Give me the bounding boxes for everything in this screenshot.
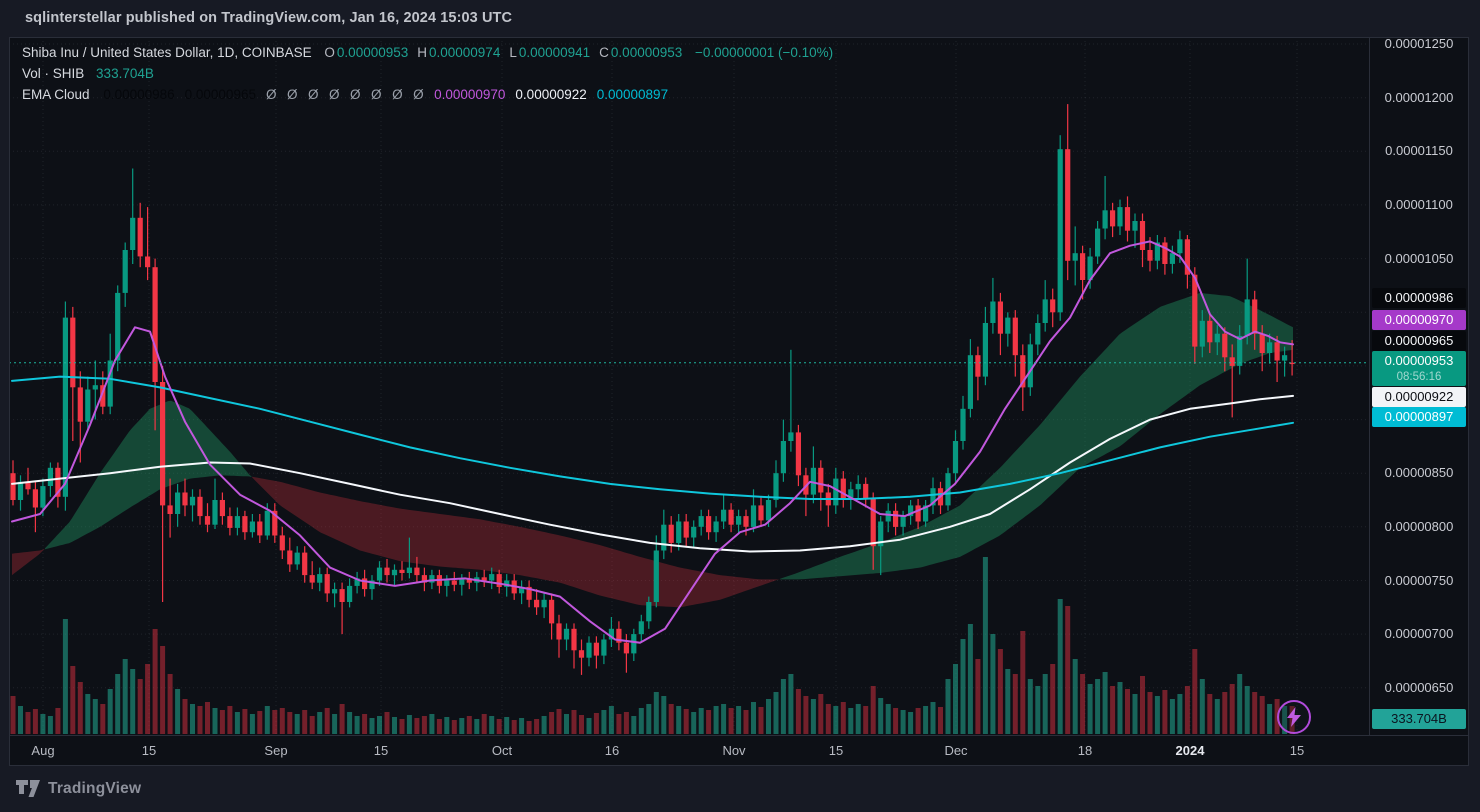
- lightning-icon: [1287, 707, 1301, 727]
- price-badge: 333.704B: [1372, 709, 1466, 729]
- candles-layer: [10, 104, 1295, 675]
- chart-legend: Shiba Inu / United States Dollar, 1D, CO…: [22, 45, 833, 108]
- time-axis[interactable]: [9, 735, 1469, 766]
- time-tick-label: 15: [373, 743, 389, 758]
- price-tick-label: 0.00000650: [1384, 679, 1454, 695]
- time-tick-label: Oct: [491, 743, 513, 758]
- badge-price: 0.00000953: [1384, 352, 1454, 368]
- indicator-value: 0.00000922: [515, 87, 587, 102]
- ema-cloud-layer: [12, 292, 1293, 608]
- indicator-value: 0.00000986: [103, 87, 175, 102]
- grid-layer: [9, 37, 1369, 735]
- price-badge: 0.00000965: [1372, 331, 1466, 351]
- indicator-row: EMA Cloud 0.00000986 0.00000965 Ø Ø Ø Ø Ø Ø Ø Ø 0.…: [22, 87, 833, 102]
- symbol-row: Shiba Inu / United States Dollar, 1D, CO…: [22, 45, 833, 60]
- publisher-bar: sqlinterstellar published on TradingView…: [25, 10, 512, 26]
- chart-background: [9, 37, 1469, 766]
- badge-price: 0.00000970: [1384, 312, 1454, 327]
- ohlc-letter: O: [324, 45, 335, 60]
- indicator-values: 0.00000986 0.00000965 Ø Ø Ø Ø Ø Ø Ø Ø 0.00000970 0.…: [93, 87, 668, 102]
- boost-button[interactable]: [1277, 700, 1311, 734]
- disabled-ema-icon: Ø: [308, 87, 320, 102]
- indicator-value: 0.00000897: [596, 87, 669, 102]
- volume-row: Vol · SHIB 333.704B: [22, 66, 833, 81]
- badge-price: 0.00000986: [1384, 290, 1454, 305]
- chart-frame: [9, 37, 1469, 766]
- price-tick-label: 0.00001200: [1384, 89, 1454, 105]
- badge-price: 333.704B: [1391, 711, 1447, 726]
- time-tick-label: Sep: [264, 743, 288, 758]
- price-tick-label: 0.00001250: [1384, 36, 1454, 51]
- symbol-title: Shiba Inu / United States Dollar, 1D, CO…: [22, 45, 312, 60]
- price-tick-label: 0.00001100: [1385, 196, 1453, 212]
- disabled-ema-icon: Ø: [392, 87, 404, 102]
- price-tick-label: 0.00000850: [1384, 465, 1454, 481]
- price-axis[interactable]: [1369, 37, 1469, 735]
- tradingview-glyph-icon: [16, 780, 40, 797]
- ohlc-letter: L: [509, 45, 517, 60]
- tradingview-wordmark: TradingView: [48, 779, 142, 797]
- tradingview-logo[interactable]: TradingView: [15, 779, 141, 798]
- ohlc-value: 0.00000953: [336, 45, 409, 60]
- ohlc-letter: H: [417, 45, 427, 60]
- ohlc-value: 0.00000953: [610, 45, 683, 60]
- time-tick-label: Nov: [722, 743, 746, 758]
- disabled-ema-icon: Ø: [350, 87, 362, 102]
- time-tick-label: 2024: [1175, 743, 1205, 758]
- price-badge: 0.00000986: [1372, 288, 1466, 308]
- volume-layer: [10, 557, 1295, 734]
- price-tick-label: 0.00000800: [1384, 518, 1454, 534]
- disabled-ema-icon: Ø: [329, 87, 341, 102]
- disabled-ema-icon: Ø: [413, 87, 425, 102]
- price-tick-label: 0.00001150: [1385, 143, 1453, 159]
- time-tick-label: 18: [1077, 743, 1093, 758]
- disabled-ema-icon: Ø: [286, 87, 298, 102]
- price-tick-label: 0.00000700: [1384, 626, 1454, 642]
- volume-label: Vol · SHIB: [22, 66, 85, 81]
- publisher-text: sqlinterstellar published on TradingView…: [25, 10, 513, 26]
- price-badge: 0.00000897: [1372, 407, 1466, 427]
- indicator-value: 0.00000970: [434, 87, 506, 102]
- time-tick-label: Aug: [31, 743, 55, 758]
- price-tick-label: 0.00000750: [1384, 572, 1454, 588]
- time-tick-label: 15: [828, 743, 844, 758]
- change-value: −0.00000001 (−0.10%): [695, 45, 834, 60]
- price-badge: 0.00000953 08:56:16: [1372, 350, 1466, 386]
- volume-value: 333.704B: [96, 66, 154, 81]
- disabled-ema-icon: Ø: [265, 87, 277, 102]
- ohlc-value: 0.00000974: [429, 45, 501, 60]
- time-tick-label: Dec: [944, 743, 968, 758]
- ohlc-letter: C: [599, 45, 609, 60]
- ohlc-value: 0.00000941: [518, 45, 591, 60]
- ohlc-values: O 0.00000953 H 0.00000974 L 0.00000941 C 0.0000…: [315, 45, 682, 60]
- badge-price: 0.00000922: [1384, 389, 1454, 404]
- price-tick-label: 0.00001050: [1384, 250, 1454, 266]
- badge-price: 0.00000965: [1384, 333, 1454, 348]
- time-tick-label: 16: [604, 743, 620, 758]
- price-badge: 0.00000970: [1372, 310, 1466, 330]
- price-badge: 0.00000922: [1372, 387, 1466, 407]
- time-tick-label: 15: [141, 743, 157, 758]
- indicator-value: 0.00000965: [184, 87, 256, 102]
- bar-countdown: 08:56:16: [1396, 370, 1442, 383]
- ema-lines-layer: [11, 240, 1294, 644]
- badge-price: 0.00000897: [1384, 409, 1454, 424]
- disabled-ema-icon: Ø: [371, 87, 383, 102]
- indicator-label: EMA Cloud: [22, 87, 90, 102]
- time-tick-label: 15: [1289, 743, 1305, 758]
